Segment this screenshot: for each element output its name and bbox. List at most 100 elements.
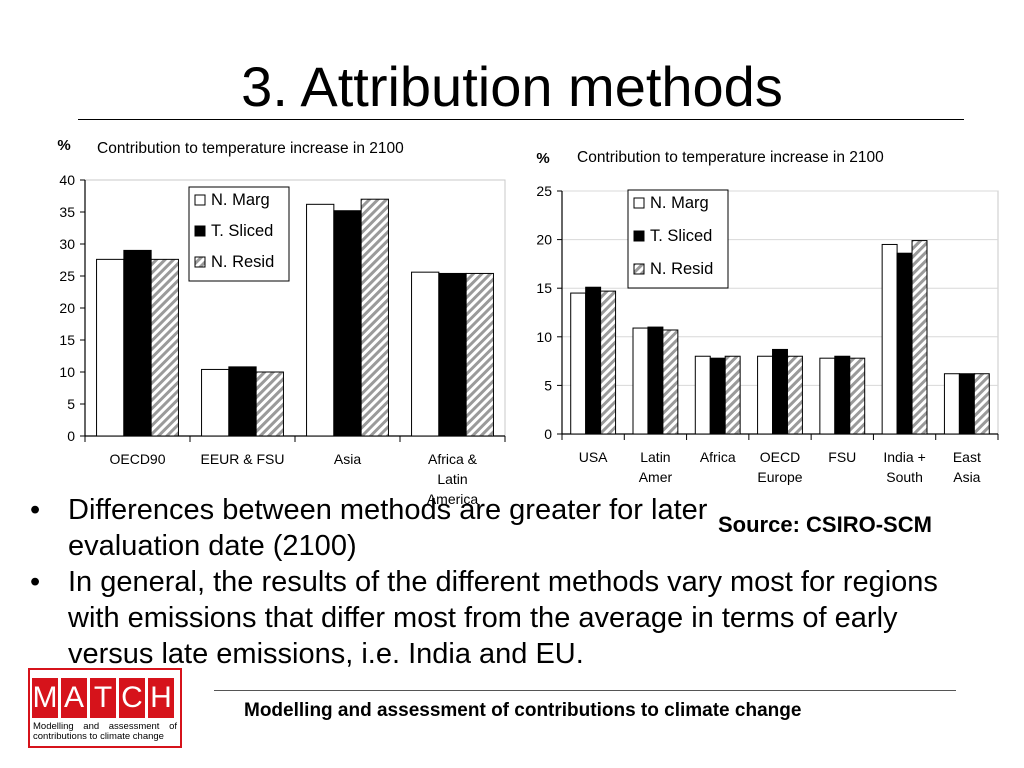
bar-n-marg — [570, 292, 587, 435]
bar-n-marg — [306, 203, 335, 437]
bar-t-sliced — [585, 286, 602, 435]
y-axis-unit: % — [536, 150, 549, 167]
bar-t-sliced — [709, 357, 726, 435]
bar-n-marg — [411, 271, 440, 437]
bullet-item: • In general, the results of the differe… — [30, 564, 990, 672]
x-tick-label: USA — [579, 449, 608, 465]
y-tick-label: 15 — [536, 280, 552, 296]
bar-n-marg — [96, 258, 125, 437]
legend-swatch — [194, 225, 206, 237]
bar-n-resid — [724, 355, 741, 435]
legend-swatch — [633, 230, 645, 242]
y-tick-label: 0 — [544, 426, 552, 442]
bar-n-resid — [662, 329, 679, 435]
bar-n-marg — [632, 327, 649, 435]
y-tick-label: 10 — [536, 329, 552, 345]
logo-letter: T — [90, 678, 116, 718]
x-tick-label: America — [427, 491, 479, 507]
chart-title: Contribution to temperature increase in … — [577, 149, 884, 166]
x-tick-label: Latin — [437, 471, 467, 487]
bar-n-resid — [911, 240, 928, 435]
bullet-item: • Differences between methods are greate… — [30, 492, 748, 564]
x-tick-label: Asia — [334, 451, 361, 467]
bullet-list: • Differences between methods are greate… — [30, 492, 990, 672]
legend-box — [188, 186, 290, 282]
source-label: Source: CSIRO-SCM — [718, 512, 932, 537]
x-tick-label: EEUR & FSU — [200, 451, 284, 467]
legend-swatch — [633, 197, 645, 209]
chart-right: 0 5 10 15 20 25 USA Latin Amer Africa OECD Europe FS… — [536, 149, 999, 485]
legend-label: T. Sliced — [211, 222, 273, 240]
legend-swatch — [194, 256, 206, 268]
legend-label: T. Sliced — [650, 227, 712, 245]
x-tick-label: FSU — [828, 449, 856, 465]
y-tick-label: 25 — [536, 183, 552, 199]
logo-letter: C — [119, 678, 145, 718]
chart-title: Contribution to temperature increase in … — [97, 140, 404, 157]
y-tick-label: 5 — [544, 377, 552, 393]
y-tick-label: 5 — [67, 396, 75, 412]
logo-subtitle: Modelling and assessment of contribution… — [33, 721, 177, 742]
y-tick-label: 35 — [59, 204, 75, 220]
x-tick-label: Latin — [640, 449, 670, 465]
x-tick-label: Amer — [639, 469, 673, 485]
x-tick-label: East — [953, 449, 981, 465]
legend-box — [627, 189, 729, 289]
legend-label: N. Resid — [650, 260, 713, 278]
match-logo: M A T C H Modelling and assessment of co… — [28, 668, 182, 748]
bar-n-marg — [757, 355, 774, 435]
bar-t-sliced — [438, 272, 467, 437]
slide-title: 3. Attribution methods — [241, 55, 783, 118]
logo-letter: H — [148, 678, 174, 718]
legend-label: N. Resid — [211, 253, 274, 271]
bar-n-resid — [973, 373, 990, 435]
bar-t-sliced — [123, 249, 152, 437]
y-tick-label: 40 — [59, 172, 75, 188]
legend-swatch — [194, 194, 206, 206]
bar-n-resid — [360, 198, 389, 437]
y-tick-label: 20 — [59, 300, 75, 316]
x-tick-label: OECD — [760, 449, 800, 465]
bar-n-resid — [786, 355, 803, 435]
x-tick-label: Africa — [700, 449, 736, 465]
y-tick-label: 30 — [59, 236, 75, 252]
y-tick-label: 10 — [59, 364, 75, 380]
bar-n-marg — [881, 243, 898, 435]
x-tick-label: India + — [883, 449, 925, 465]
bullet-dot: • — [30, 494, 41, 526]
footer-text: Modelling and assessment of contribution… — [244, 700, 802, 721]
y-tick-label: 0 — [67, 428, 75, 444]
x-tick-label: Africa & — [428, 451, 478, 467]
bar-t-sliced — [228, 366, 257, 437]
bar-n-marg — [201, 368, 230, 437]
bar-n-marg — [943, 373, 960, 435]
bar-t-sliced — [896, 252, 913, 435]
bar-n-marg — [819, 357, 836, 435]
bullet-text: In general, the results of the different… — [68, 566, 938, 670]
footer-divider — [214, 690, 956, 691]
legend-swatch — [633, 263, 645, 275]
bar-n-marg — [694, 355, 711, 435]
bar-t-sliced — [958, 373, 975, 435]
x-tick-label: OECD90 — [109, 451, 165, 467]
logo-letter: M — [32, 678, 58, 718]
bar-n-resid — [150, 258, 179, 437]
bar-t-sliced — [647, 326, 664, 435]
y-axis-unit: % — [57, 137, 70, 154]
y-tick-label: 25 — [59, 268, 75, 284]
logo-letters: M A T C H — [32, 678, 177, 718]
y-tick-label: 20 — [536, 232, 552, 248]
bar-n-resid — [849, 357, 866, 435]
bar-t-sliced — [333, 210, 362, 437]
x-tick-label: South — [886, 469, 923, 485]
y-tick-label: 15 — [59, 332, 75, 348]
legend-label: N. Marg — [211, 191, 270, 209]
title-divider — [78, 119, 964, 120]
bullet-dot: • — [30, 566, 41, 598]
bar-t-sliced — [772, 348, 788, 435]
bar-n-resid — [465, 272, 494, 437]
bullet-text: Differences between methods are greater … — [68, 494, 708, 562]
bar-n-resid — [255, 371, 284, 437]
chart-left: 0 5 10 15 20 25 30 35 40 OECD90 EEUR & FSU Asia Afri… — [57, 137, 506, 507]
x-tick-label: Asia — [953, 469, 980, 485]
